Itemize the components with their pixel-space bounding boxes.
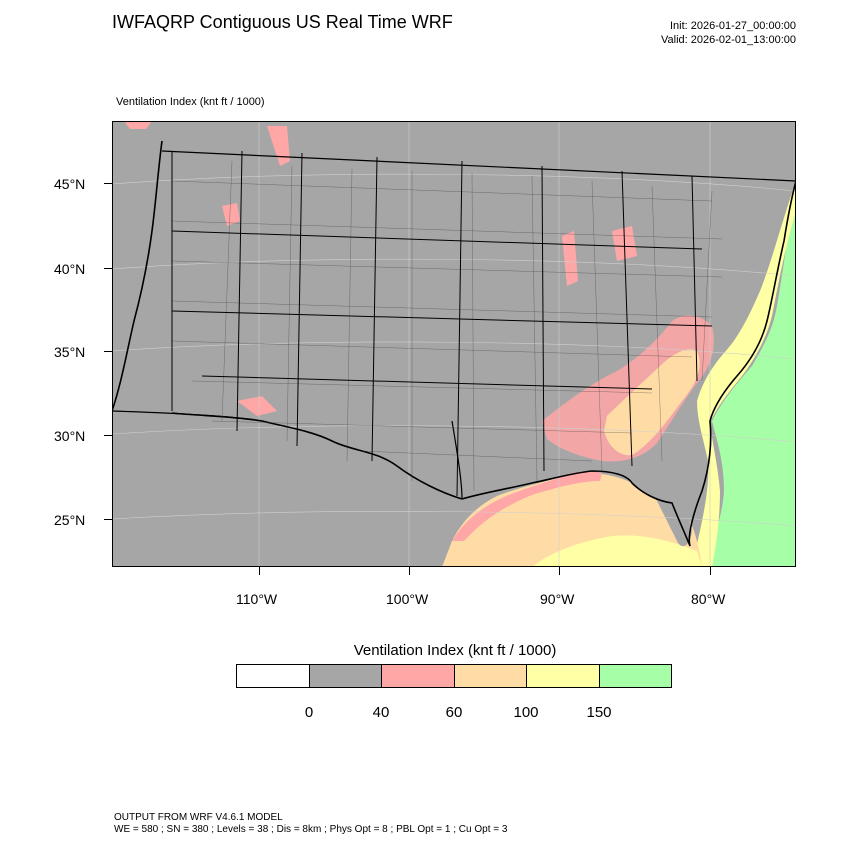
florida-land [627, 461, 692, 547]
lat-label-45: 45°N [54, 176, 86, 192]
init-time: Init: 2026-01-27_00:00:00 [670, 20, 796, 32]
mexico-land [112, 411, 462, 567]
ocean-yellow-band [692, 181, 796, 567]
pacific-ocean [112, 141, 162, 411]
map-frame [112, 121, 796, 567]
field-label: Ventilation Index (knt ft / 1000) [116, 96, 265, 108]
colorbar-swatch-3 [454, 665, 527, 687]
lat-label-30: 30°N [54, 428, 86, 444]
colorbar-tick-150: 150 [586, 704, 612, 721]
lat-tick [104, 435, 112, 436]
southeast-orange [604, 349, 700, 456]
pink-arizona [237, 396, 277, 416]
lat-tick [104, 183, 112, 184]
colorbar-swatch-0 [237, 665, 310, 687]
valid-time: Valid: 2026-02-01_13:00:00 [661, 34, 796, 46]
lat-label-35: 35°N [54, 344, 86, 360]
county-lines [171, 160, 723, 492]
lon-label-90: 90°W [540, 591, 575, 607]
colorbar-tick-0: 0 [304, 704, 314, 721]
coastlines [112, 140, 796, 547]
lat-tick [104, 268, 112, 269]
lon-tick [559, 567, 560, 575]
lon-tick [259, 567, 260, 575]
map-panel [112, 121, 796, 567]
pink-nw [124, 121, 152, 129]
state-borders [171, 150, 713, 497]
colorbar-swatch-1 [309, 665, 382, 687]
lon-tick [710, 567, 711, 575]
lat-label-40: 40°N [54, 261, 86, 277]
map-title: IWFAQRP Contiguous US Real Time WRF [112, 12, 453, 32]
colorbar-swatch-4 [527, 665, 600, 687]
gulf-yellow [532, 535, 702, 567]
footer-model: OUTPUT FROM WRF V4.6.1 MODEL [114, 812, 283, 823]
ocean-green [702, 181, 796, 567]
colorbar-tick-40: 40 [372, 704, 390, 721]
map-svg [112, 121, 796, 567]
lon-label-100: 100°W [386, 591, 429, 607]
colorbar-tick-100: 100 [513, 704, 539, 721]
gulf-pink-fringe [452, 471, 602, 541]
pink-montana [267, 126, 290, 166]
lon-label-110: 110°W [236, 591, 278, 607]
colorbar-tick-60: 60 [445, 704, 463, 721]
colorbar-swatch-2 [382, 665, 455, 687]
lat-tick [104, 519, 112, 520]
colorbar-title: Ventilation Index (knt ft / 1000) [353, 642, 557, 659]
footer-config: WE = 580 ; SN = 380 ; Levels = 38 ; Dis … [114, 824, 508, 835]
lon-tick [409, 567, 410, 575]
colorbar-swatch-5 [599, 665, 671, 687]
colorbar [236, 664, 672, 688]
pink-idaho [222, 203, 240, 226]
lat-label-25: 25°N [54, 512, 86, 528]
lon-label-80: 80°W [691, 591, 726, 607]
lat-tick [104, 351, 112, 352]
